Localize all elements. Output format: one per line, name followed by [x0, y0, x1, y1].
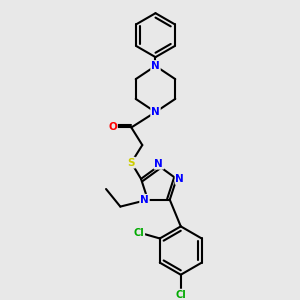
Text: Cl: Cl	[134, 228, 144, 238]
Text: O: O	[108, 122, 117, 133]
Text: N: N	[140, 195, 149, 205]
Text: N: N	[176, 174, 184, 184]
Text: N: N	[154, 159, 163, 169]
Text: N: N	[151, 107, 160, 117]
Text: S: S	[128, 158, 135, 168]
Text: Cl: Cl	[176, 290, 186, 299]
Text: N: N	[151, 61, 160, 71]
